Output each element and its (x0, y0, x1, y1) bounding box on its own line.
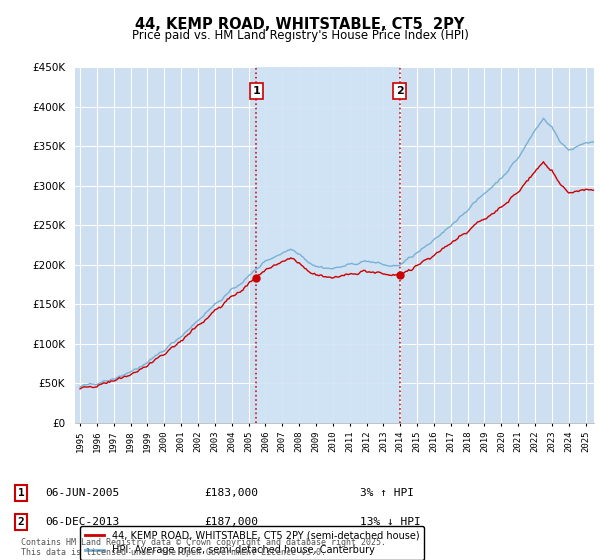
Bar (256, 67, 400, 423)
Text: £183,000: £183,000 (204, 488, 258, 498)
Text: Contains HM Land Registry data © Crown copyright and database right 2025.
This d: Contains HM Land Registry data © Crown c… (21, 538, 386, 557)
Text: Price paid vs. HM Land Registry's House Price Index (HPI): Price paid vs. HM Land Registry's House … (131, 29, 469, 42)
Text: 06-JUN-2005: 06-JUN-2005 (45, 488, 119, 498)
Text: 2: 2 (395, 86, 403, 96)
Text: £187,000: £187,000 (204, 517, 258, 527)
Text: 1: 1 (253, 86, 260, 96)
Legend: 44, KEMP ROAD, WHITSTABLE, CT5 2PY (semi-detached house), HPI: Average price, se: 44, KEMP ROAD, WHITSTABLE, CT5 2PY (semi… (80, 526, 424, 560)
Text: 44, KEMP ROAD, WHITSTABLE, CT5  2PY: 44, KEMP ROAD, WHITSTABLE, CT5 2PY (136, 17, 464, 32)
Text: 06-DEC-2013: 06-DEC-2013 (45, 517, 119, 527)
Text: 3% ↑ HPI: 3% ↑ HPI (360, 488, 414, 498)
Text: 13% ↓ HPI: 13% ↓ HPI (360, 517, 421, 527)
Text: 1: 1 (17, 488, 25, 498)
Text: 2: 2 (17, 517, 25, 527)
